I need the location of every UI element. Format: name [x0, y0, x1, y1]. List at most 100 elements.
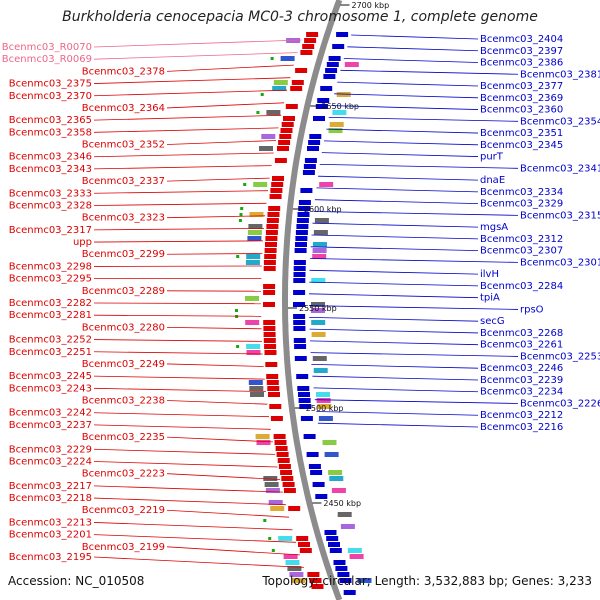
- left-leader-line: [93, 114, 282, 121]
- right-gene-label: Bcenmc03_2315: [520, 210, 600, 221]
- reverse-gene-block: [265, 236, 278, 241]
- reverse-gene-block: [285, 104, 298, 109]
- reverse-gene-block: [267, 386, 280, 391]
- right-gene-label: tpiA: [480, 293, 500, 304]
- right-gene-label: Bcenmc03_2307: [480, 246, 563, 257]
- reverse-gene-block: [281, 122, 294, 127]
- reverse-gene-block: [263, 338, 276, 343]
- reverse-gene-block: [276, 452, 289, 457]
- left-leader-line: [93, 77, 291, 84]
- right-gene-label: Bcenmc03_2377: [480, 81, 563, 92]
- right-leader-line: [311, 364, 479, 369]
- right-gene-label: Bcenmc03_2341: [520, 163, 600, 174]
- forward-gene-block: [293, 320, 306, 325]
- annotation-band: [291, 578, 306, 583]
- left-gene-label: Bcenmc03_2280: [82, 322, 165, 333]
- feature-marker: [243, 183, 247, 186]
- left-gene-label: Bcenmc03_2328: [9, 200, 92, 211]
- forward-gene-block: [302, 170, 315, 175]
- annotation-band: [324, 452, 339, 457]
- reverse-gene-block: [274, 440, 287, 445]
- leader-line-group: [93, 34, 519, 568]
- left-gene-label: Bcenmc03_2243: [9, 383, 92, 394]
- right-leader-line: [308, 305, 519, 310]
- annotation-band: [278, 536, 293, 541]
- forward-gene-block: [303, 434, 316, 439]
- right-leader-line: [317, 175, 479, 181]
- left-leader-line: [93, 497, 286, 506]
- tick-label: 2450 kbp: [323, 499, 361, 508]
- reverse-gene-block: [278, 140, 291, 145]
- reverse-gene-block: [277, 146, 289, 151]
- reverse-gene-block: [263, 290, 276, 295]
- annotation-band: [311, 320, 326, 325]
- forward-gene-block: [298, 392, 310, 397]
- right-leader-line: [316, 187, 479, 193]
- reverse-gene-block: [267, 212, 280, 217]
- right-leader-line: [317, 422, 479, 428]
- right-leader-line: [319, 164, 519, 169]
- left-gene-label: Bcenmc03_2195: [9, 552, 92, 563]
- reverse-gene-block: [263, 320, 276, 325]
- reverse-gene-block: [268, 206, 281, 211]
- right-leader-line: [340, 69, 519, 75]
- right-leader-line: [309, 281, 479, 287]
- left-leader-line: [93, 52, 298, 60]
- forward-gene-block: [335, 566, 348, 571]
- left-leader-line: [166, 64, 294, 72]
- reverse-gene-block: [290, 86, 303, 91]
- right-gene-label: dnaE: [480, 175, 505, 186]
- reverse-gene-block: [266, 218, 279, 223]
- left-gene-label: Bcenmc03_2237: [9, 420, 92, 431]
- left-gene-label: Bcenmc03_2295: [9, 274, 92, 285]
- annotation-band: [266, 110, 281, 115]
- annotation-band: [246, 350, 261, 355]
- left-gene-label: Bcenmc03_R0070: [2, 42, 92, 53]
- feature-marker: [236, 255, 240, 258]
- annotation-band: [283, 554, 298, 559]
- right-gene-label: Bcenmc03_2246: [480, 363, 563, 374]
- forward-gene-block: [296, 374, 309, 379]
- forward-gene-block: [309, 134, 322, 139]
- right-leader-line: [331, 105, 479, 110]
- left-leader-line: [93, 375, 265, 380]
- left-gene-label: Bcenmc03_2281: [9, 310, 92, 321]
- right-gene-label: Bcenmc03_2301: [520, 257, 600, 268]
- annotation-band: [249, 386, 264, 391]
- left-gene-label: Bcenmc03_2235: [82, 432, 165, 443]
- reverse-gene-block: [288, 506, 301, 511]
- left-leader-line: [166, 509, 290, 518]
- forward-gene-block: [333, 560, 346, 565]
- forward-gene-block: [294, 356, 307, 361]
- right-leader-line: [314, 399, 519, 404]
- genome-summary-text: Topology: circular; Length: 3,532,883 bp…: [262, 574, 592, 588]
- right-gene-label: Bcenmc03_2261: [480, 340, 563, 351]
- annotation-band: [247, 230, 262, 235]
- right-gene-label: Bcenmc03_2381: [520, 69, 600, 80]
- left-leader-line: [93, 522, 293, 531]
- forward-gene-block: [336, 32, 349, 37]
- annotation-band: [313, 230, 328, 235]
- left-gene-label: Bcenmc03_2201: [9, 530, 92, 541]
- annotation-band: [329, 122, 344, 127]
- right-leader-line: [309, 340, 479, 346]
- right-gene-label: Bcenmc03_2268: [480, 328, 563, 339]
- annotation-band: [329, 476, 344, 481]
- reverse-gene-block: [263, 266, 276, 271]
- right-gene-label: Bcenmc03_2284: [480, 281, 563, 292]
- reverse-gene-block: [263, 284, 276, 289]
- right-leader-line: [309, 258, 519, 263]
- reverse-gene-block: [266, 374, 279, 379]
- right-gene-label: Bcenmc03_2354: [520, 116, 600, 127]
- right-leader-line: [311, 234, 479, 240]
- annotation-band: [328, 128, 343, 133]
- reverse-gene-block: [269, 194, 282, 199]
- annotation-band: [311, 332, 326, 337]
- left-gene-label: Bcenmc03_2251: [9, 347, 92, 358]
- reverse-gene-block: [311, 584, 324, 589]
- right-gene-label: purT: [480, 152, 504, 163]
- forward-gene-block: [293, 272, 306, 277]
- tick-label: 2500 kbp: [306, 404, 344, 413]
- right-leader-line: [328, 117, 519, 122]
